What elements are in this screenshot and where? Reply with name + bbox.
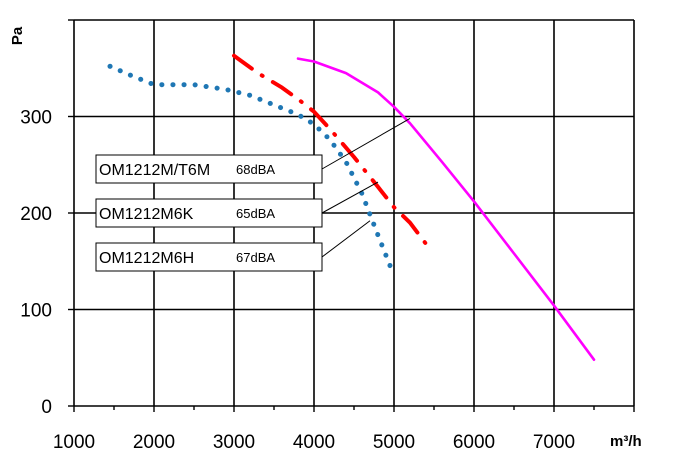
series-line [107, 63, 397, 279]
legend-leader-line [321, 117, 411, 170]
series-om1212m6k [232, 53, 428, 246]
legend-box [95, 242, 323, 272]
y-tick-label: 100 [20, 301, 52, 322]
y-tick-label: 200 [20, 204, 52, 225]
legend: OM1212M/T6M 68dBA OM1212M6K 65dBA OM1212M6H 6… [95, 117, 411, 272]
legend-noise-level: 68dBA [236, 162, 275, 177]
legend-series-name: OM1212M/T6M [99, 162, 210, 179]
legend-box [95, 154, 323, 184]
legend-leader-line [321, 220, 371, 258]
y-tick-label: 300 [20, 108, 52, 129]
x-axis-title: m³/h [610, 433, 642, 450]
x-tick-label: 2000 [133, 432, 175, 453]
x-tick-label: 7000 [533, 432, 575, 453]
x-tick-labels: 1000 2000 3000 4000 5000 6000 7000 [53, 432, 575, 453]
grid [74, 19, 635, 406]
x-tick-label: 6000 [453, 432, 495, 453]
legend-series-name: OM1212M6K [99, 206, 194, 223]
x-tick-label: 3000 [213, 432, 255, 453]
x-tick-label: 1000 [53, 432, 95, 453]
y-axis-title: Pa [9, 26, 26, 45]
series-om1212m6h [107, 63, 397, 279]
legend-leader-line [321, 181, 379, 214]
series-line [296, 57, 596, 361]
legend-item-om1212m-t6m: OM1212M/T6M 68dBA [95, 117, 411, 184]
series-line [232, 53, 428, 246]
legend-noise-level: 67dBA [236, 250, 275, 265]
x-tick-label: 5000 [373, 432, 415, 453]
legend-item-om1212m6k: OM1212M6K 65dBA [95, 181, 379, 228]
y-tick-label: 0 [41, 397, 52, 418]
series-om1212m-t6m [296, 57, 596, 361]
legend-item-om1212m6h: OM1212M6H 67dBA [95, 220, 371, 272]
axes [68, 19, 635, 412]
x-tick-label: 4000 [293, 432, 335, 453]
legend-noise-level: 65dBA [236, 206, 275, 221]
legend-series-name: OM1212M6H [99, 250, 194, 267]
series-layer [107, 53, 596, 361]
legend-box [95, 198, 323, 228]
y-tick-labels: 0 100 200 300 [20, 108, 52, 419]
